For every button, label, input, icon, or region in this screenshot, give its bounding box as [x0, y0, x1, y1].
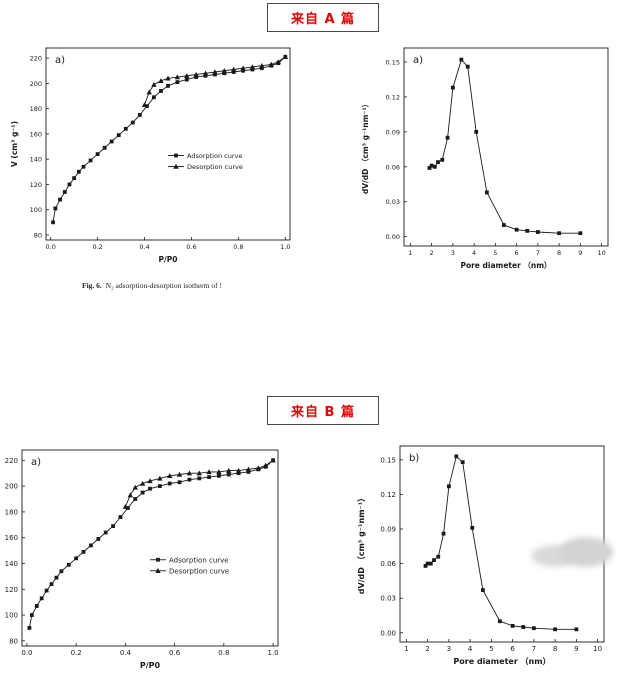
svg-text:9: 9 — [578, 249, 582, 257]
svg-text:200: 200 — [30, 80, 42, 88]
svg-text:a): a) — [55, 55, 65, 66]
svg-text:160: 160 — [30, 130, 42, 138]
svg-text:Pore diameter （nm）: Pore diameter （nm） — [460, 260, 551, 270]
svg-text:4: 4 — [472, 249, 476, 257]
svg-text:0.2: 0.2 — [71, 649, 82, 657]
figure-caption: Fig. 6. N₂ adsorption-desorption isother… — [6, 281, 298, 290]
figure-caption-number: Fig. 6. — [81, 281, 102, 290]
paper-comparison-page: 来自 A 篇 0.0 0.2 0.4 0.6 0.8 1.0 80 100 120 140 160 1… — [0, 0, 623, 576]
svg-text:0.8: 0.8 — [218, 649, 229, 657]
svg-text:6: 6 — [515, 249, 519, 257]
svg-text:a): a) — [413, 55, 423, 66]
pore-distribution-chart-paper-a: 1 2 3 4 5 6 7 8 9 10 0.00 0.03 0.06 0.09 0.12 0.15 Pore … — [360, 47, 609, 270]
svg-text:P/P0: P/P0 — [159, 255, 178, 264]
svg-text:b): b) — [409, 453, 419, 464]
svg-text:1.0: 1.0 — [268, 649, 279, 657]
source-label-a: 来自 A 篇 — [267, 3, 379, 32]
figure-caption-text: N₂ adsorption-desorption isotherm of ! — [103, 281, 223, 290]
svg-text:0.2: 0.2 — [92, 243, 102, 251]
svg-text:220: 220 — [30, 55, 42, 63]
svg-text:180: 180 — [30, 105, 42, 113]
svg-text:3: 3 — [451, 249, 455, 257]
svg-text:0.0: 0.0 — [46, 243, 56, 251]
svg-text:180: 180 — [5, 508, 18, 516]
isotherm-chart-paper-a: 0.0 0.2 0.4 0.6 0.8 1.0 80 100 120 140 160 180 200 22… — [10, 47, 290, 264]
svg-text:0.00: 0.00 — [386, 233, 400, 241]
svg-text:8: 8 — [557, 249, 561, 257]
svg-text:100: 100 — [30, 206, 42, 214]
svg-text:1: 1 — [404, 645, 408, 653]
svg-text:0.6: 0.6 — [186, 243, 196, 251]
svg-text:120: 120 — [5, 586, 18, 594]
svg-text:3: 3 — [447, 645, 451, 653]
svg-text:80: 80 — [9, 637, 18, 645]
svg-text:5: 5 — [489, 645, 493, 653]
svg-text:0.4: 0.4 — [139, 243, 149, 251]
svg-text:200: 200 — [5, 483, 18, 491]
svg-text:7: 7 — [536, 249, 540, 257]
svg-text:10: 10 — [597, 249, 605, 257]
svg-text:0.12: 0.12 — [386, 93, 400, 101]
svg-text:P/P0: P/P0 — [140, 661, 161, 670]
svg-text:80: 80 — [34, 231, 42, 239]
svg-text:0.12: 0.12 — [380, 491, 396, 499]
svg-text:Pore diameter （nm）: Pore diameter （nm） — [453, 656, 550, 666]
svg-text:a): a) — [31, 457, 41, 468]
svg-text:0.09: 0.09 — [380, 526, 396, 534]
svg-text:0.15: 0.15 — [386, 58, 400, 66]
source-label-a-text: 来自 A 篇 — [290, 12, 356, 27]
svg-text:220: 220 — [5, 457, 18, 465]
svg-text:0.00: 0.00 — [380, 629, 396, 637]
svg-text:dV/dD （cm³ g⁻¹nm⁻¹）: dV/dD （cm³ g⁻¹nm⁻¹） — [360, 100, 370, 194]
svg-text:120: 120 — [30, 181, 42, 189]
svg-text:140: 140 — [5, 560, 18, 568]
svg-text:0.8: 0.8 — [233, 243, 243, 251]
svg-text:100: 100 — [5, 612, 18, 620]
isotherm-chart-paper-b: 0.0 0.2 0.4 0.6 0.8 1.0 80 100 120 140 160 180 200 22… — [5, 449, 279, 670]
svg-text:Desorption curve: Desorption curve — [187, 163, 243, 171]
blur-watermark — [531, 536, 613, 572]
svg-text:Adsorption curve: Adsorption curve — [187, 152, 242, 160]
svg-text:0.09: 0.09 — [386, 128, 400, 136]
svg-text:4: 4 — [468, 645, 473, 653]
svg-text:140: 140 — [30, 156, 42, 164]
svg-text:2: 2 — [425, 645, 429, 653]
svg-text:V (cm³ g⁻¹): V (cm³ g⁻¹) — [10, 121, 19, 167]
svg-text:8: 8 — [553, 645, 557, 653]
svg-text:0.06: 0.06 — [380, 560, 396, 568]
svg-text:dV/dD （cm³ g⁻¹nm⁻¹）: dV/dD （cm³ g⁻¹nm⁻¹） — [356, 494, 366, 595]
svg-text:0.6: 0.6 — [169, 649, 181, 657]
svg-text:Adsorption curve: Adsorption curve — [169, 556, 229, 564]
source-label-b-text: 来自 B 篇 — [291, 405, 355, 420]
svg-text:0.15: 0.15 — [380, 456, 396, 464]
svg-text:0.03: 0.03 — [380, 595, 396, 603]
svg-text:1.0: 1.0 — [280, 243, 290, 251]
svg-text:0.4: 0.4 — [120, 649, 132, 657]
svg-text:2: 2 — [430, 249, 434, 257]
svg-text:5: 5 — [493, 249, 497, 257]
svg-text:0.06: 0.06 — [386, 163, 400, 171]
source-label-b: 来自 B 篇 — [267, 396, 379, 425]
svg-text:Desorption curve: Desorption curve — [169, 567, 229, 575]
svg-text:7: 7 — [532, 645, 536, 653]
svg-text:160: 160 — [5, 534, 18, 542]
svg-text:1: 1 — [408, 249, 412, 257]
svg-text:6: 6 — [510, 645, 515, 653]
svg-text:9: 9 — [574, 645, 578, 653]
svg-text:0.03: 0.03 — [386, 198, 400, 206]
svg-text:10: 10 — [593, 645, 602, 653]
svg-text:0.0: 0.0 — [21, 649, 32, 657]
